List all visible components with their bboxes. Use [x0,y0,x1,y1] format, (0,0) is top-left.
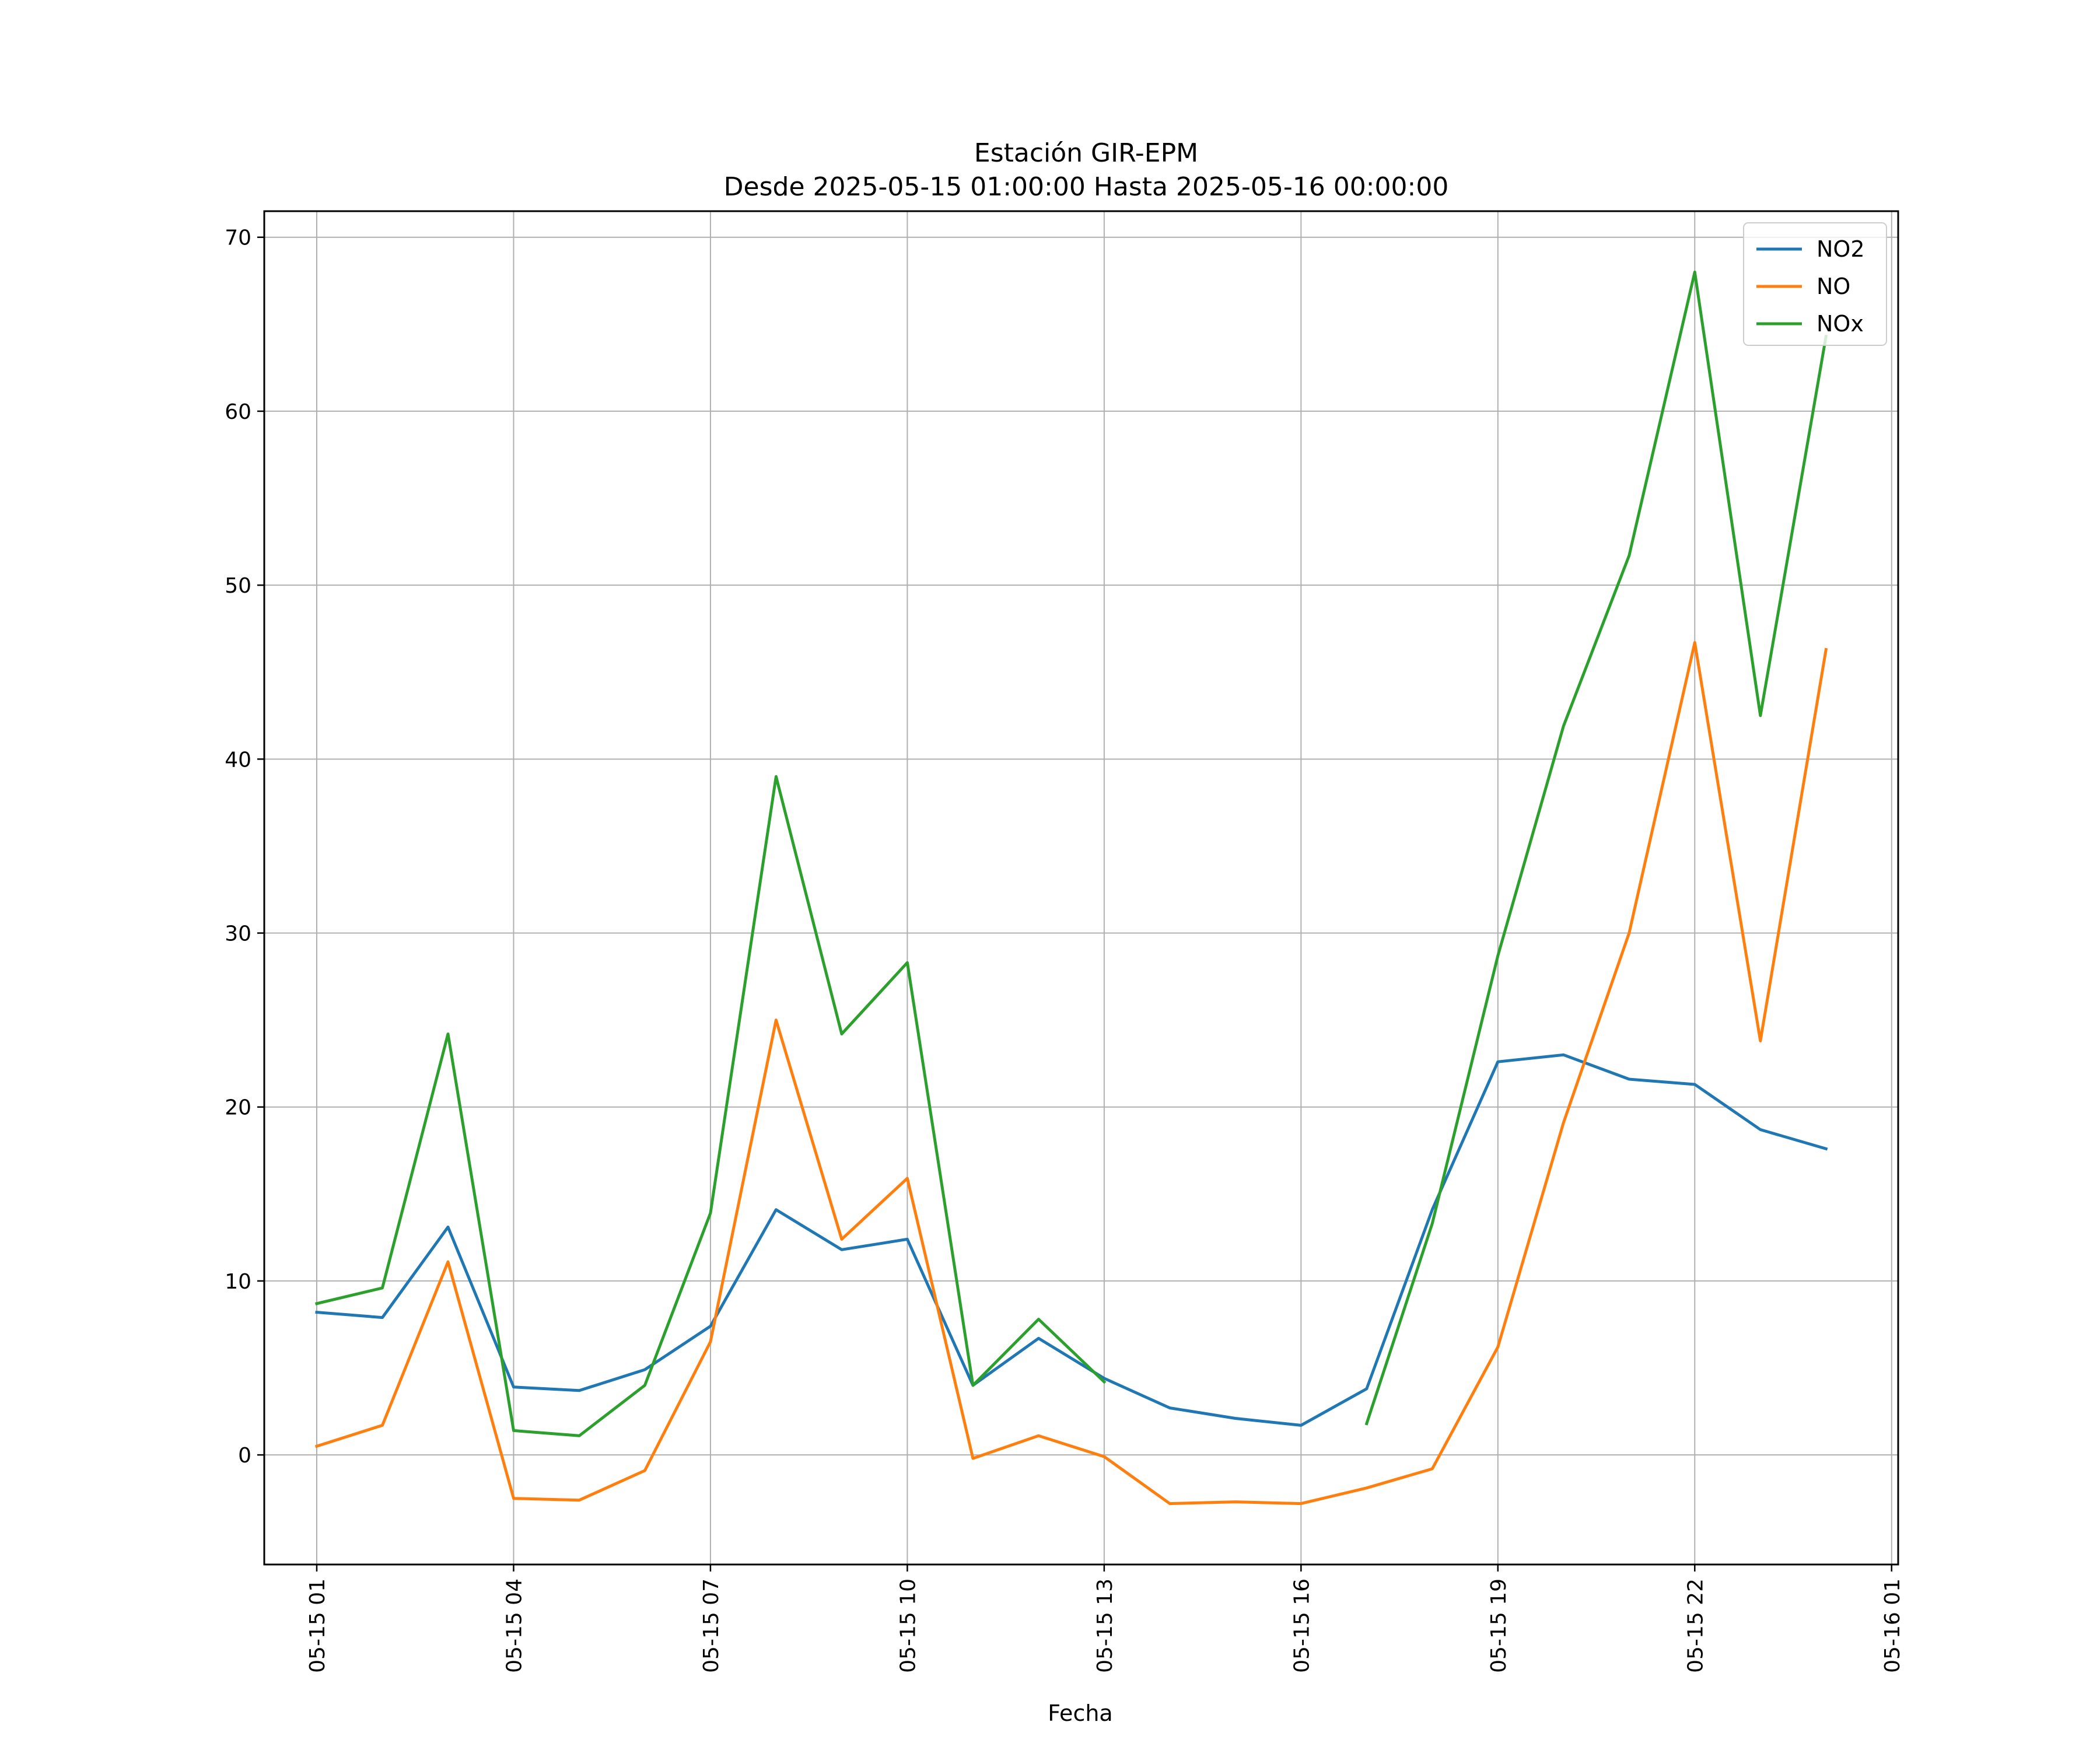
x-tick-label: 05-15 19 [1487,1578,1511,1673]
series-line-nox [314,775,1107,1437]
legend: NO2 NO NOx [1743,222,1887,346]
y-tick-label: 30 [225,922,251,946]
chart-subtitle: Desde 2025-05-15 01:00:00 Hasta 2025-05-… [724,172,1449,202]
y-tick-label: 0 [238,1444,251,1468]
plot-frame [263,210,1899,1566]
y-tick-label: 40 [225,748,251,772]
series-line-nox [1364,270,1828,1426]
x-tick-label: 05-15 13 [1093,1578,1117,1673]
x-tick-label: 05-15 07 [699,1578,723,1673]
x-tick-label: 05-15 01 [306,1578,330,1673]
x-tick-label: 05-16 01 [1881,1578,1905,1673]
grid-lines [264,211,1898,1564]
chart-title: Estación GIR-EPM [974,138,1198,168]
series-line-no [314,641,1828,1506]
x-axis-label: Fecha [1048,1700,1112,1726]
series-line-no2 [315,1053,1828,1427]
y-tick-label: 10 [225,1270,251,1294]
y-tick-label: 70 [225,226,251,250]
legend-label-no2: NO2 [1817,236,1865,262]
legend-label-no: NO [1817,274,1850,299]
legend-box [1743,222,1887,346]
x-tick-label: 05-15 16 [1290,1578,1314,1673]
series-layer [314,270,1828,1506]
x-tick-label: 05-15 10 [896,1578,920,1673]
legend-label-nox: NOx [1817,311,1864,337]
x-tick-label: 05-15 22 [1684,1578,1707,1673]
x-axis: 05-15 01 05-15 04 05-15 07 05-15 10 05-15 13… [306,1564,1905,1673]
y-tick-label: 50 [225,574,251,598]
y-tick-label: 60 [225,400,251,424]
y-axis: 0 10 20 30 40 50 60 70 [225,226,264,1468]
x-tick-label: 05-15 04 [502,1578,526,1673]
y-tick-label: 20 [225,1096,251,1120]
